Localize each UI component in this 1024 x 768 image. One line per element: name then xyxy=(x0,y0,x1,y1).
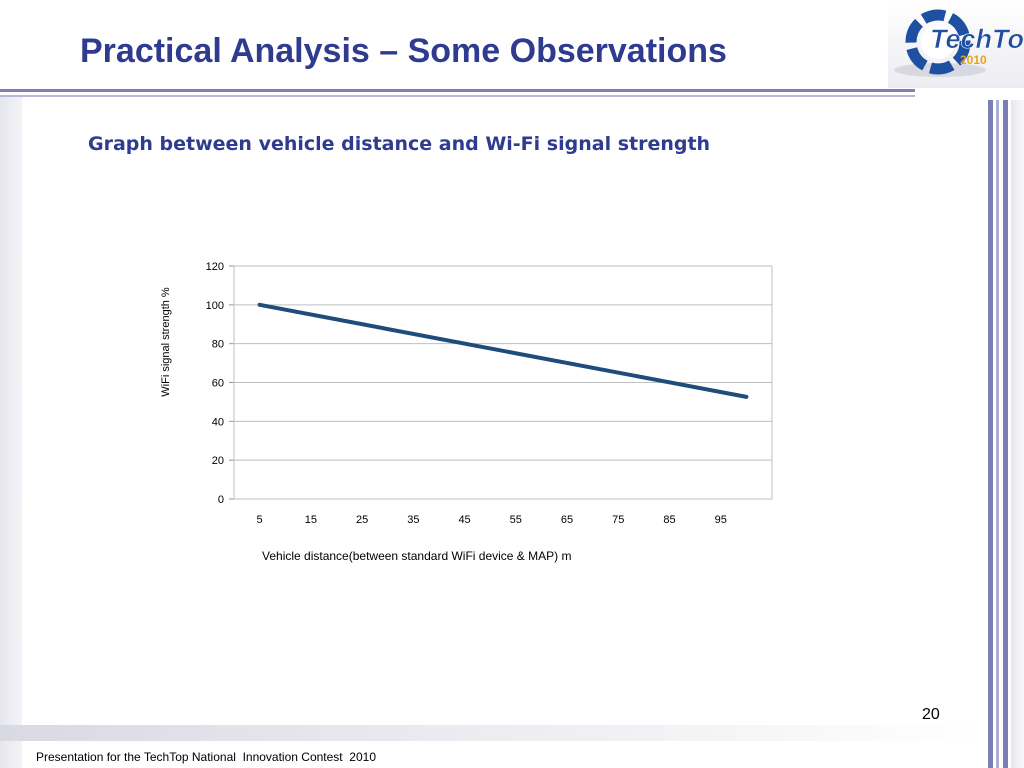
x-tick-label: 35 xyxy=(407,514,419,526)
y-tick-label: 120 xyxy=(206,261,224,273)
footer-text: Presentation for the TechTop National In… xyxy=(36,750,377,764)
title-divider xyxy=(0,89,915,99)
x-tick-label: 85 xyxy=(663,514,675,526)
x-tick-label: 65 xyxy=(561,514,573,526)
line-chart: 0 20 40 60 80 100 120 5 15 25 35 45 55 65 75 85 95 WiFi… xyxy=(148,252,788,572)
right-decor-bars xyxy=(984,100,1024,768)
series-line xyxy=(257,302,749,399)
x-tick-labels: 5 15 25 35 45 55 65 75 85 95 xyxy=(257,514,727,526)
chart-gridlines xyxy=(229,265,773,500)
x-tick-label: 55 xyxy=(510,514,522,526)
chart-series xyxy=(257,302,749,399)
logo-brand-text: TechTop xyxy=(930,24,1024,54)
y-tick-label: 60 xyxy=(212,378,224,390)
chart-container: 0 20 40 60 80 100 120 5 15 25 35 45 55 65 75 85 95 WiFi… xyxy=(148,252,788,572)
page-number: 20 xyxy=(922,706,940,723)
y-tick-labels: 0 20 40 60 80 100 120 xyxy=(206,261,224,506)
logo-ring-icon xyxy=(905,9,971,75)
left-decor-bar xyxy=(0,95,22,768)
x-tick-label: 15 xyxy=(305,514,317,526)
x-tick-label: 75 xyxy=(612,514,624,526)
x-tick-label: 25 xyxy=(356,514,368,526)
x-tick-label: 95 xyxy=(715,514,727,526)
x-axis-label: Vehicle distance(between standard WiFi d… xyxy=(262,549,571,563)
y-tick-label: 40 xyxy=(212,416,224,428)
x-tick-label: 45 xyxy=(458,514,470,526)
y-axis-label: WiFi signal strength % xyxy=(160,287,172,397)
y-tick-label: 100 xyxy=(206,300,224,312)
y-tick-label: 20 xyxy=(212,455,224,467)
bottom-decor-bar xyxy=(0,725,984,741)
chart-subtitle: Graph between vehicle distance and Wi-Fi… xyxy=(88,133,711,155)
techtop-logo: TechTop 2010 xyxy=(888,0,1024,88)
y-tick-label: 0 xyxy=(218,494,224,506)
slide-title: Practical Analysis – Some Observations xyxy=(80,32,727,70)
logo-year-text: 2010 xyxy=(960,53,987,67)
y-tick-label: 80 xyxy=(212,339,224,351)
x-tick-label: 5 xyxy=(257,514,263,526)
